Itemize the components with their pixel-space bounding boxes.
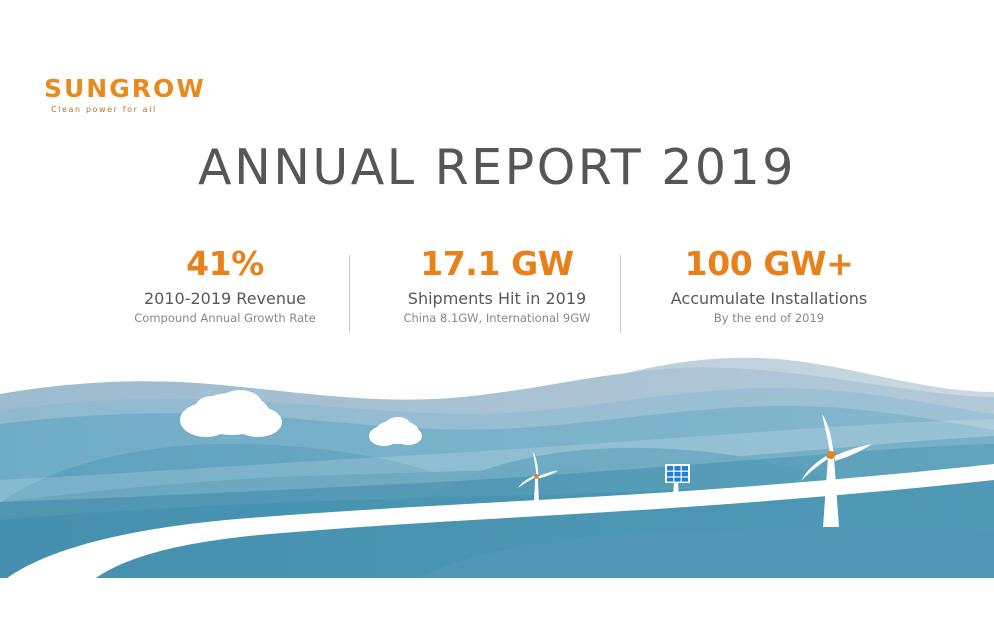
stat-sublabel: Compound Annual Growth Rate	[134, 311, 316, 326]
stat-value: 100 GW+	[684, 244, 854, 283]
stat-label: Shipments Hit in 2019	[407, 288, 587, 308]
turbine-blade	[822, 414, 834, 453]
wind-turbine-large	[801, 414, 872, 527]
sungrow-logo: SUNGROW Clean power for all	[44, 76, 264, 114]
stat-shipments: 17.1 GW Shipments Hit in 2019 China 8.1G…	[361, 244, 633, 326]
stat-label: Accumulate Installations	[670, 288, 868, 308]
key-statistics: 41% 2010-2019 Revenue Compound Annual Gr…	[60, 244, 934, 338]
stat-label: 2010-2019 Revenue	[144, 288, 306, 308]
scene-bottom-mask	[0, 578, 994, 592]
logo-tagline: Clean power for all	[51, 105, 157, 114]
cloud-small	[369, 417, 422, 446]
page-title: ANNUAL REPORT 2019	[198, 139, 796, 196]
landscape-illustration	[0, 352, 994, 592]
turbine-blade	[801, 456, 828, 481]
logo-wordmark: SUNGROW	[44, 74, 206, 103]
stat-revenue-cagr: 41% 2010-2019 Revenue Compound Annual Gr…	[89, 244, 361, 326]
stat-sublabel: China 8.1GW, International 9GW	[403, 311, 591, 326]
turbine-blade	[834, 444, 872, 461]
wind-turbine-small	[518, 452, 558, 515]
turbine-blade	[532, 452, 539, 475]
stat-divider	[349, 255, 350, 333]
hill-layer-lower-right	[420, 528, 994, 578]
stat-value: 41%	[186, 244, 264, 283]
winding-road	[0, 464, 994, 592]
stat-divider	[620, 255, 621, 333]
stat-sublabel: By the end of 2019	[713, 311, 825, 326]
turbine-blade	[518, 475, 535, 488]
stat-value: 17.1 GW	[420, 244, 574, 283]
turbine-hub	[534, 474, 539, 479]
stat-accumulated-installations: 100 GW+ Accumulate Installations By the …	[633, 244, 905, 326]
turbine-blade	[538, 470, 558, 479]
solar-panel	[660, 464, 694, 501]
cloud-large	[180, 390, 282, 437]
turbine-hub	[827, 451, 835, 459]
hill-highlight-band	[0, 419, 994, 502]
